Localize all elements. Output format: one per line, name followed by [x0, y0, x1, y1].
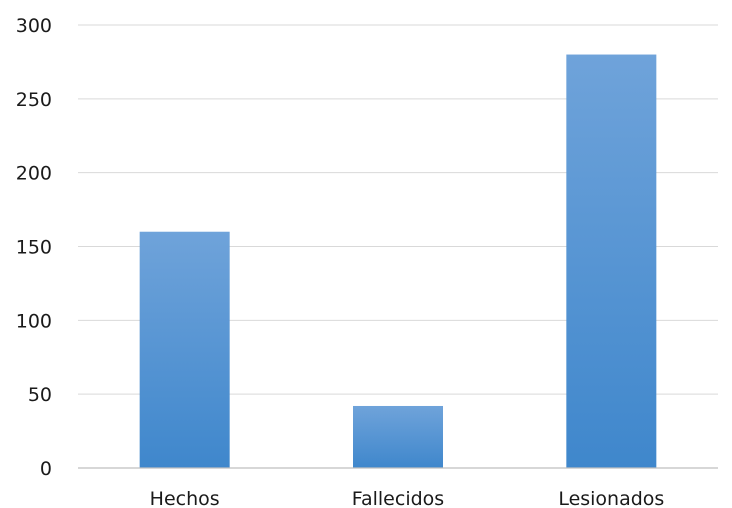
x-tick-label: Lesionados [558, 488, 664, 508]
bar-fallecidos [353, 405, 443, 468]
y-axis-tick-labels: 0 50 100 150 200 250 300 [16, 15, 52, 480]
y-tick-label: 0 [40, 458, 52, 480]
y-tick-label: 100 [16, 310, 52, 332]
y-tick-label: 250 [16, 89, 52, 111]
x-axis-tick-labels: Hechos Fallecidos Lesionados [150, 488, 665, 508]
y-tick-label: 300 [16, 15, 52, 37]
bars [139, 54, 657, 469]
y-tick-label: 50 [28, 384, 52, 406]
x-tick-label: Fallecidos [352, 488, 444, 508]
y-tick-label: 150 [16, 237, 52, 259]
bar-hechos [139, 231, 230, 468]
x-tick-label: Hechos [150, 488, 220, 508]
y-tick-label: 200 [16, 163, 52, 185]
bar-lesionados [566, 54, 657, 469]
